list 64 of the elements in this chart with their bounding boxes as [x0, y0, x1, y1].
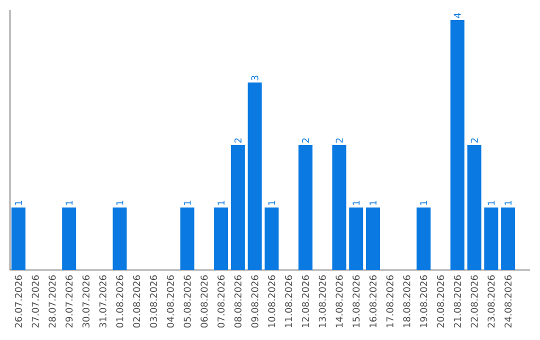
data-label: 2 — [470, 138, 478, 143]
data-label: 2 — [336, 138, 343, 143]
data-label: 1 — [15, 200, 22, 205]
x-tick-label: 19.08.2026 — [420, 275, 428, 328]
bar — [180, 208, 194, 270]
x-tick-label: 22.08.2026 — [470, 275, 478, 328]
x-tick-label: 01.08.2026 — [116, 275, 124, 328]
x-tick-label: 02.08.2026 — [133, 275, 140, 328]
bar — [214, 208, 228, 270]
x-tick-label: 14.08.2026 — [336, 275, 343, 328]
bar — [450, 20, 464, 270]
data-label: 3 — [251, 76, 258, 80]
x-tick-label: 26.07.2026 — [14, 275, 22, 328]
bar — [467, 145, 482, 270]
bar — [484, 208, 498, 270]
data-label: 4 — [454, 12, 461, 18]
x-tick-label: 18.08.2026 — [403, 275, 410, 328]
bar — [62, 208, 76, 270]
bar — [112, 208, 127, 270]
x-tick-label: 29.07.2026 — [66, 275, 73, 328]
bar — [501, 208, 516, 270]
data-label: 1 — [116, 200, 124, 205]
x-tick-label: 12.08.2026 — [302, 275, 309, 328]
x-tick-label: 17.08.2026 — [386, 275, 394, 328]
x-tick-label: 06.08.2026 — [200, 275, 208, 328]
x-tick-label: 27.07.2026 — [32, 275, 39, 328]
data-label: 1 — [420, 200, 428, 205]
bar — [11, 208, 26, 270]
bar — [416, 208, 431, 270]
bar — [230, 145, 245, 270]
x-tick-label: 24.08.2026 — [504, 275, 512, 328]
x-tick-label: 20.08.2026 — [437, 275, 444, 328]
x-tick-label: 05.08.2026 — [184, 275, 191, 328]
data-label: 1 — [504, 200, 512, 205]
data-label: 1 — [488, 200, 495, 205]
data-label: 2 — [302, 138, 309, 143]
x-tick-label: 11.08.2026 — [285, 275, 292, 328]
data-label: 1 — [184, 200, 191, 205]
x-tick-label: 04.08.2026 — [166, 275, 174, 328]
data-label: 1 — [218, 200, 224, 205]
data-label: 1 — [370, 200, 376, 205]
x-tick-label: 28.07.2026 — [48, 275, 56, 328]
bar — [248, 82, 262, 270]
x-tick-label: 09.08.2026 — [251, 275, 258, 328]
bar — [298, 145, 312, 270]
x-tick-label: 08.08.2026 — [234, 275, 242, 328]
bar — [349, 208, 364, 270]
x-tick-label: 13.08.2026 — [318, 275, 326, 328]
x-tick-label: 23.08.2026 — [488, 275, 495, 328]
data-label: 1 — [66, 200, 72, 205]
x-tick-label: 10.08.2026 — [268, 275, 276, 328]
x-tick-label: 15.08.2026 — [352, 275, 360, 328]
bar — [264, 208, 279, 270]
x-tick-label: 21.08.2026 — [454, 275, 461, 328]
x-tick-label: 30.07.2026 — [82, 275, 90, 328]
bar — [332, 145, 346, 270]
x-tick-label: 16.08.2026 — [369, 275, 377, 328]
data-label: 2 — [234, 138, 242, 143]
data-label: 1 — [352, 200, 360, 205]
bar — [366, 208, 380, 270]
x-tick-label: 31.07.2026 — [99, 275, 106, 328]
data-label: 1 — [268, 200, 276, 205]
x-tick-label: 07.08.2026 — [218, 275, 225, 328]
x-tick-label: 03.08.2026 — [150, 275, 158, 328]
